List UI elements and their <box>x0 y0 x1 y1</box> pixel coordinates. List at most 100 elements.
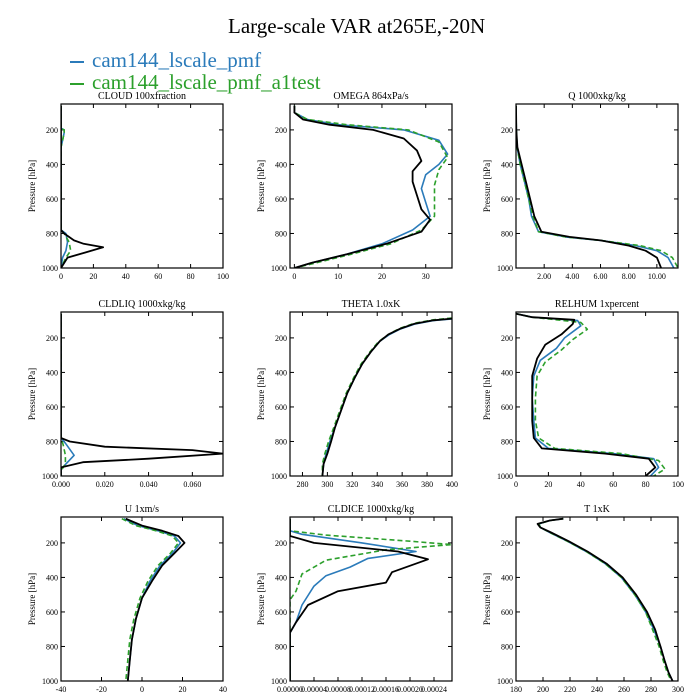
x-tick-label: 0 <box>140 685 144 694</box>
panel-title: U 1xm/s <box>125 504 159 515</box>
y-tick-label: 800 <box>46 642 58 651</box>
series-line-1 <box>61 313 75 476</box>
plot-frame <box>515 311 679 477</box>
y-tick-label: 1000 <box>271 264 287 273</box>
y-tick-label: 200 <box>501 334 513 343</box>
series-line-2 <box>516 105 678 268</box>
y-axis-label: Pressure [hPa] <box>256 573 266 625</box>
y-axis-label: Pressure [hPa] <box>256 368 266 420</box>
y-tick-label: 200 <box>501 539 513 548</box>
x-tick-label: 60 <box>609 480 617 489</box>
y-tick-label: 400 <box>501 160 513 169</box>
panel-8: CLDICE 1000xkg/kg Pressure [hPa] 200 400 600… <box>256 504 453 694</box>
y-tick-label: 1000 <box>42 677 58 686</box>
x-tick-label: 340 <box>371 480 383 489</box>
x-tick-label: 8.00 <box>622 272 636 281</box>
y-tick-label: 600 <box>501 195 513 204</box>
x-tick-label: 0.000 <box>52 480 70 489</box>
series-line-reference <box>536 517 674 681</box>
y-tick-label: 600 <box>501 608 513 617</box>
y-tick-label: 800 <box>501 437 513 446</box>
x-tick-label: 20 <box>544 480 552 489</box>
x-tick-label: 20 <box>179 685 187 694</box>
series-line-reference <box>516 105 662 268</box>
series-line-2 <box>538 517 673 681</box>
y-axis-label: Pressure [hPa] <box>27 160 37 212</box>
y-tick-label: 200 <box>275 334 287 343</box>
y-tick-label: 400 <box>275 160 287 169</box>
y-tick-label: 800 <box>501 229 513 238</box>
x-tick-label: 40 <box>122 272 130 281</box>
x-tick-label: 400 <box>446 480 458 489</box>
x-tick-label: 100 <box>672 480 684 489</box>
series-line-2 <box>516 312 666 476</box>
y-axis-label: Pressure [hPa] <box>256 160 266 212</box>
x-tick-label: -40 <box>56 685 67 694</box>
series-line-2 <box>121 517 180 681</box>
series-line-reference <box>516 312 657 476</box>
x-tick-label: 0.00016 <box>373 685 399 694</box>
x-tick-label: 380 <box>421 480 433 489</box>
x-tick-label: -20 <box>96 685 107 694</box>
x-tick-label: 180 <box>510 685 522 694</box>
y-tick-label: 600 <box>501 403 513 412</box>
plot-frame <box>289 516 453 682</box>
x-tick-label: 0 <box>59 272 63 281</box>
y-tick-label: 800 <box>501 642 513 651</box>
y-tick-label: 400 <box>501 573 513 582</box>
x-tick-label: 100 <box>217 272 229 281</box>
y-tick-label: 200 <box>46 539 58 548</box>
x-tick-label: 10.00 <box>648 272 666 281</box>
y-tick-label: 800 <box>46 437 58 446</box>
legend-label-1: cam144_lscale_pmf <box>92 48 262 72</box>
y-tick-label: 400 <box>46 368 58 377</box>
panel-title: THETA 1.0xK <box>342 299 401 310</box>
x-tick-label: 200 <box>537 685 549 694</box>
x-tick-label: 300 <box>672 685 684 694</box>
plot-frame <box>60 103 224 269</box>
plot-frame <box>515 516 679 682</box>
y-tick-label: 800 <box>46 229 58 238</box>
plot-frame <box>289 311 453 477</box>
panel-title: CLDICE 1000xkg/kg <box>328 504 414 515</box>
y-axis-label: Pressure [hPa] <box>27 573 37 625</box>
y-tick-label: 600 <box>275 403 287 412</box>
panel-title: RELHUM 1xpercent <box>555 299 639 310</box>
x-tick-label: 60 <box>154 272 162 281</box>
x-tick-label: 40 <box>577 480 585 489</box>
x-tick-label: 0.00020 <box>397 685 423 694</box>
x-tick-label: 300 <box>321 480 333 489</box>
plot-frame <box>60 311 224 477</box>
panel-3: Q 1000xkg/kg Pressure [hPa] 200 400 600 800 10… <box>482 91 679 281</box>
y-tick-label: 200 <box>46 126 58 135</box>
x-tick-label: 6.00 <box>594 272 608 281</box>
plot-frame <box>60 516 224 682</box>
y-tick-label: 1000 <box>497 472 513 481</box>
x-tick-label: 0.00000 <box>277 685 303 694</box>
y-tick-label: 1000 <box>42 264 58 273</box>
x-tick-label: 80 <box>642 480 650 489</box>
x-tick-label: 260 <box>618 685 630 694</box>
x-tick-label: 240 <box>591 685 603 694</box>
x-tick-label: 0.00012 <box>349 685 375 694</box>
series-line-reference <box>293 105 432 268</box>
x-tick-label: 0.040 <box>140 480 158 489</box>
y-tick-label: 600 <box>46 608 58 617</box>
x-tick-label: 10 <box>334 272 342 281</box>
series-line-1 <box>538 517 674 681</box>
x-tick-label: 30 <box>422 272 430 281</box>
x-tick-label: 20 <box>378 272 386 281</box>
y-tick-label: 1000 <box>271 472 287 481</box>
x-tick-label: 20 <box>89 272 97 281</box>
x-tick-label: 0 <box>292 272 296 281</box>
x-tick-label: 4.00 <box>565 272 579 281</box>
legend-label-2: cam144_lscale_pmf_a1test <box>92 70 321 94</box>
panel-title: T 1xK <box>584 504 610 515</box>
plot-frame <box>289 103 453 269</box>
y-tick-label: 600 <box>46 403 58 412</box>
y-tick-label: 1000 <box>497 264 513 273</box>
y-tick-label: 400 <box>275 573 287 582</box>
